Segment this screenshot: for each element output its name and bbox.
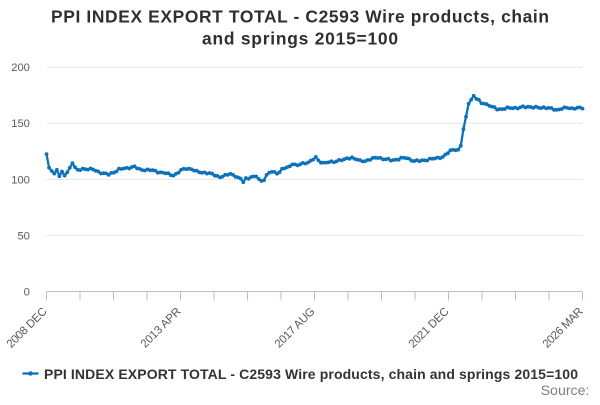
svg-text:0: 0 [24, 287, 30, 299]
svg-text:100: 100 [11, 174, 30, 186]
svg-text:and springs 2015=100: and springs 2015=100 [202, 28, 398, 48]
svg-text:150: 150 [11, 118, 30, 130]
svg-text:200: 200 [11, 62, 30, 74]
svg-text:50: 50 [17, 230, 29, 242]
svg-text:PPI INDEX EXPORT TOTAL - C2593: PPI INDEX EXPORT TOTAL - C2593 Wire prod… [44, 366, 578, 382]
svg-text:PPI INDEX EXPORT TOTAL - C2593: PPI INDEX EXPORT TOTAL - C2593 Wire prod… [51, 7, 549, 27]
svg-text:Source:: Source: [541, 383, 590, 399]
